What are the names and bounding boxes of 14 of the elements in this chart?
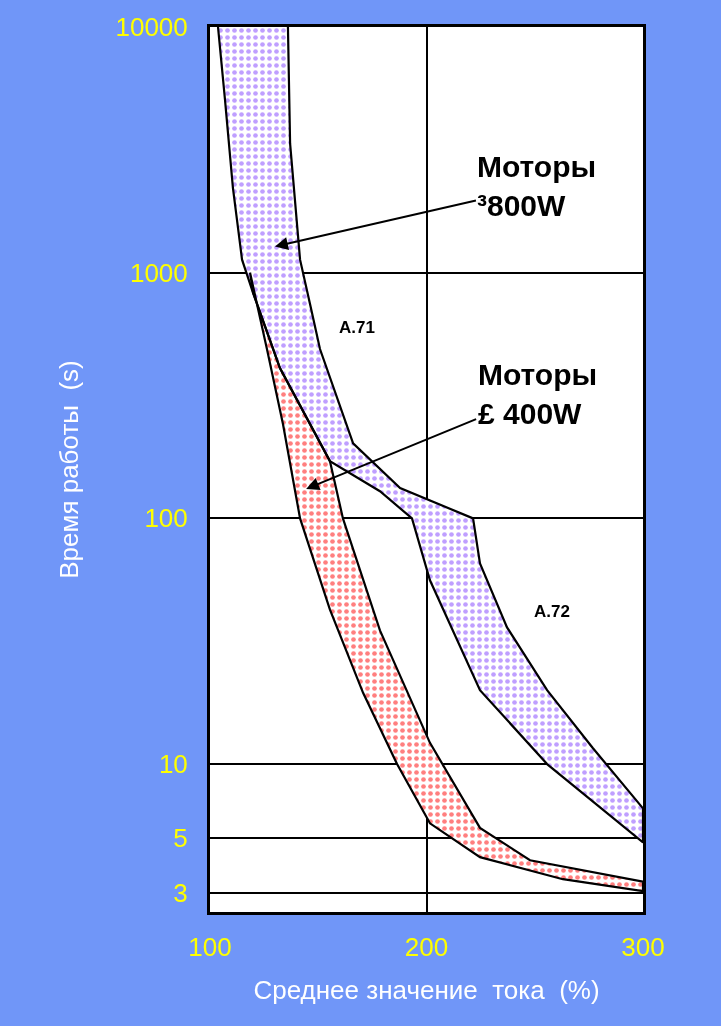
annotation: Моторы £ 400W	[478, 358, 598, 430]
x-tick-label: 300	[621, 932, 665, 963]
y-tick-label: 5	[173, 823, 188, 854]
y-tick-label: 10	[158, 749, 188, 780]
y-axis-title: Время работы (s)	[53, 360, 84, 579]
y-tick-label: 3	[173, 877, 188, 908]
y-tick-label: 100	[144, 503, 188, 534]
y-tick-label: 1000	[129, 257, 188, 288]
annotation: Моторы ³800W	[477, 150, 597, 222]
annotation: A.72	[534, 602, 570, 621]
annotation: A.71	[339, 318, 375, 337]
x-axis-title: Среднее значение тока (%)	[253, 974, 600, 1005]
y-tick-label: 10000	[115, 12, 188, 43]
x-tick-label: 200	[404, 932, 449, 963]
